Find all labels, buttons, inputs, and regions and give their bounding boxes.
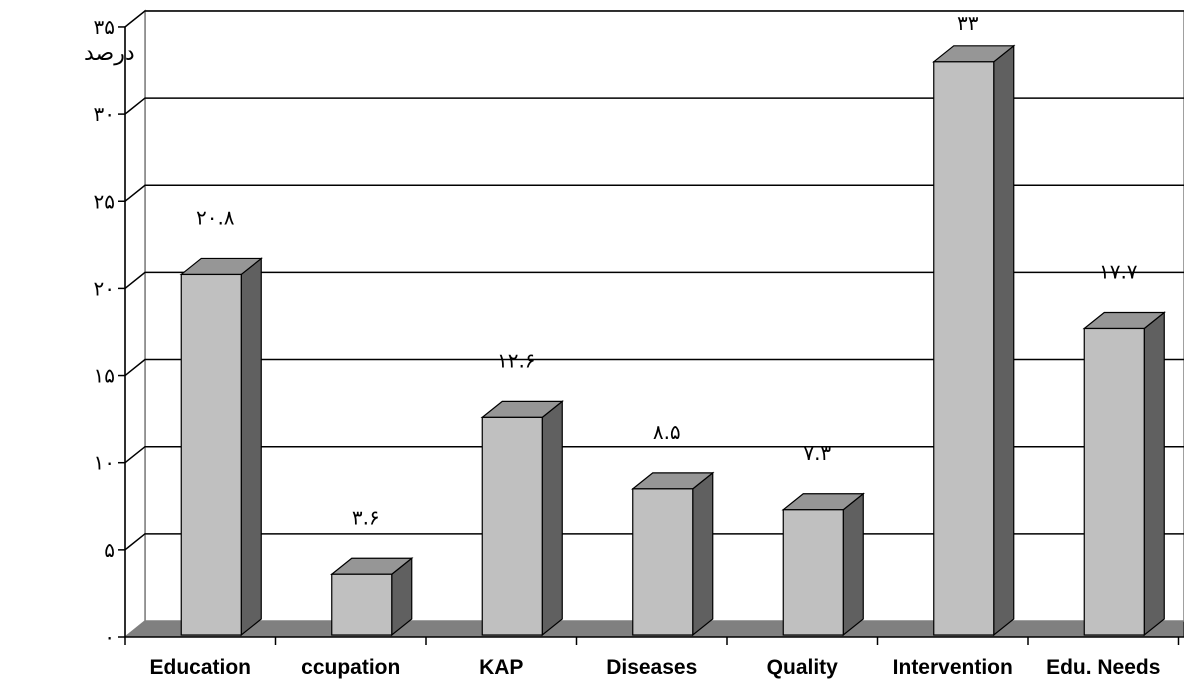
category-label: Quality [767,656,839,679]
bar-front [632,488,694,636]
bar [932,44,1016,637]
gridline [124,10,1184,28]
value-axis: ۰ ۵ ۱۰ ۱۵ ۲۰ ۲۵ ۳۰ ۳۵ [94,15,1184,649]
bar-side [1143,311,1165,637]
data-label: ۱۷.۷ [1099,259,1138,283]
gridline [124,445,1184,464]
category-labels: Education ccupation KAP Diseases Quality Inte… [149,656,1160,679]
y-tick-label: ۵ [104,538,115,562]
data-label: ۸.۵ [653,420,681,444]
bar-front [1083,327,1145,636]
gridline [124,271,1184,289]
data-label: ۳۳ [957,11,979,35]
bar-front [933,61,995,636]
data-label: ۳.۶ [352,505,380,529]
bar-front [180,273,242,636]
data-labels: ۲۰.۸ ۳.۶ ۱۲.۶ ۸.۵ ۷.۳ ۳۳ ۱۷.۷ [196,11,1138,529]
category-label: ccupation [301,656,400,679]
y-tick-label: ۳۰ [94,102,115,126]
bar [781,492,865,637]
y-tick-label: ۱۵ [94,364,115,388]
bar-side [240,257,262,637]
y-axis-title: درصد [84,41,135,66]
bar [1082,311,1166,637]
y-tick-label: ۳۵ [94,15,115,39]
bar-front [481,416,543,636]
bars [179,44,1166,637]
bar-side [692,471,714,637]
category-label: KAP [479,656,523,679]
bar-front [782,509,844,636]
category-label: Edu. Needs [1046,656,1160,679]
bar-front [331,573,393,636]
y-tick-label: ۰ [104,625,115,649]
category-label: Intervention [893,656,1013,679]
gridline [124,97,1184,115]
gridline [124,184,1184,202]
category-label: Diseases [606,656,697,679]
y-tick-label: ۲۵ [94,189,115,213]
data-label: ۲۰.۸ [196,205,235,229]
data-label: ۷.۳ [803,441,831,465]
bar [330,557,414,637]
data-label: ۱۲.۶ [497,348,536,372]
bar-side [993,44,1015,637]
bar [179,257,263,637]
bar-side [842,492,864,637]
side-wall [124,9,146,639]
gridline [124,358,1184,377]
category-label: Education [149,656,251,679]
y-tick-label: ۱۰ [94,451,115,475]
bar [480,400,564,637]
bar-side [541,400,563,637]
y-tick-label: ۲۰ [94,276,115,300]
bar [631,471,715,637]
